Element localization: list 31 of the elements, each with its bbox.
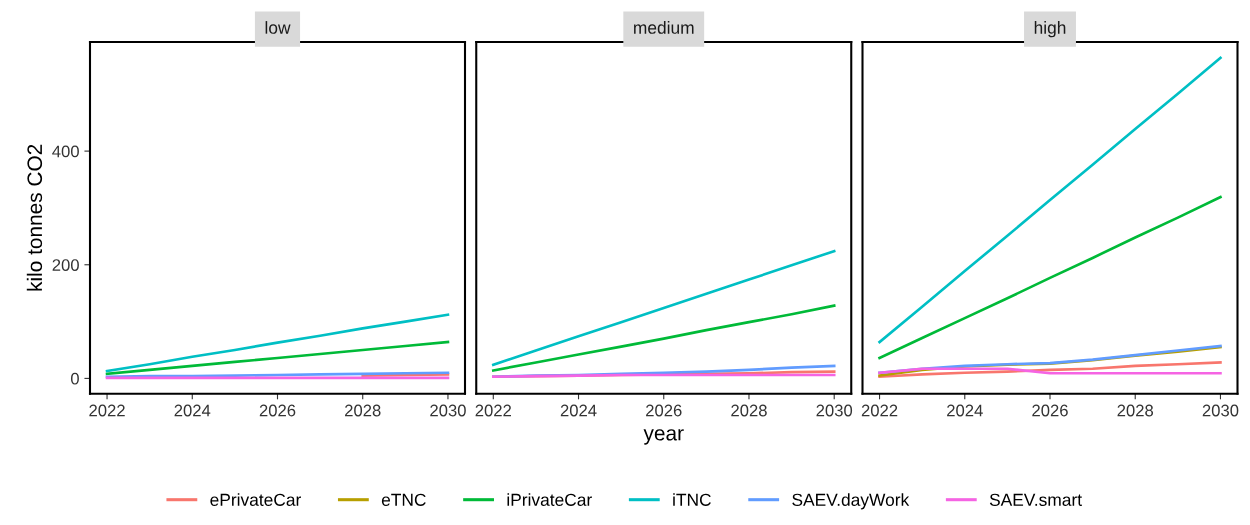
y-tick-label: 400 bbox=[52, 145, 79, 158]
legend-label: SAEV.dayWork bbox=[792, 493, 910, 510]
legend-label: iTNC bbox=[673, 493, 711, 506]
x-tick-label: 2022 bbox=[475, 404, 511, 417]
x-tick-label: 2024 bbox=[947, 404, 983, 417]
chart-title: high bbox=[1034, 21, 1066, 38]
y-axis-title: kilo tonnes CO2 bbox=[26, 144, 43, 291]
x-tick-label: 2028 bbox=[345, 404, 381, 417]
x-tick-label: 2024 bbox=[174, 404, 211, 417]
y-tick-label: 200 bbox=[52, 259, 79, 271]
x-tick-label: 2028 bbox=[1117, 404, 1154, 417]
x-tick-label: 2026 bbox=[259, 404, 296, 417]
legend-label: SAEV.smart bbox=[989, 493, 1082, 506]
legend-label: iPrivateCar bbox=[507, 493, 592, 506]
x-tick-label: 2026 bbox=[1032, 404, 1068, 417]
chart-title: medium bbox=[634, 21, 694, 34]
x-axis-title: year bbox=[643, 429, 684, 445]
y-tick-label: 0 bbox=[70, 372, 79, 385]
line-series bbox=[105, 340, 450, 376]
chart-title: low bbox=[265, 21, 291, 34]
x-tick-label: 2022 bbox=[861, 404, 898, 417]
legend-label: ePrivateCar bbox=[210, 493, 301, 506]
legend-label: eTNC bbox=[381, 493, 426, 506]
x-tick-label: 2022 bbox=[89, 404, 125, 417]
line-series bbox=[105, 313, 450, 373]
x-tick-label: 2030 bbox=[816, 404, 853, 417]
x-tick-label: 2028 bbox=[731, 404, 767, 417]
x-tick-label: 2030 bbox=[430, 404, 466, 417]
x-tick-label: 2026 bbox=[646, 404, 682, 417]
x-tick-label: 2024 bbox=[560, 404, 597, 417]
x-tick-label: 2030 bbox=[1202, 404, 1239, 417]
